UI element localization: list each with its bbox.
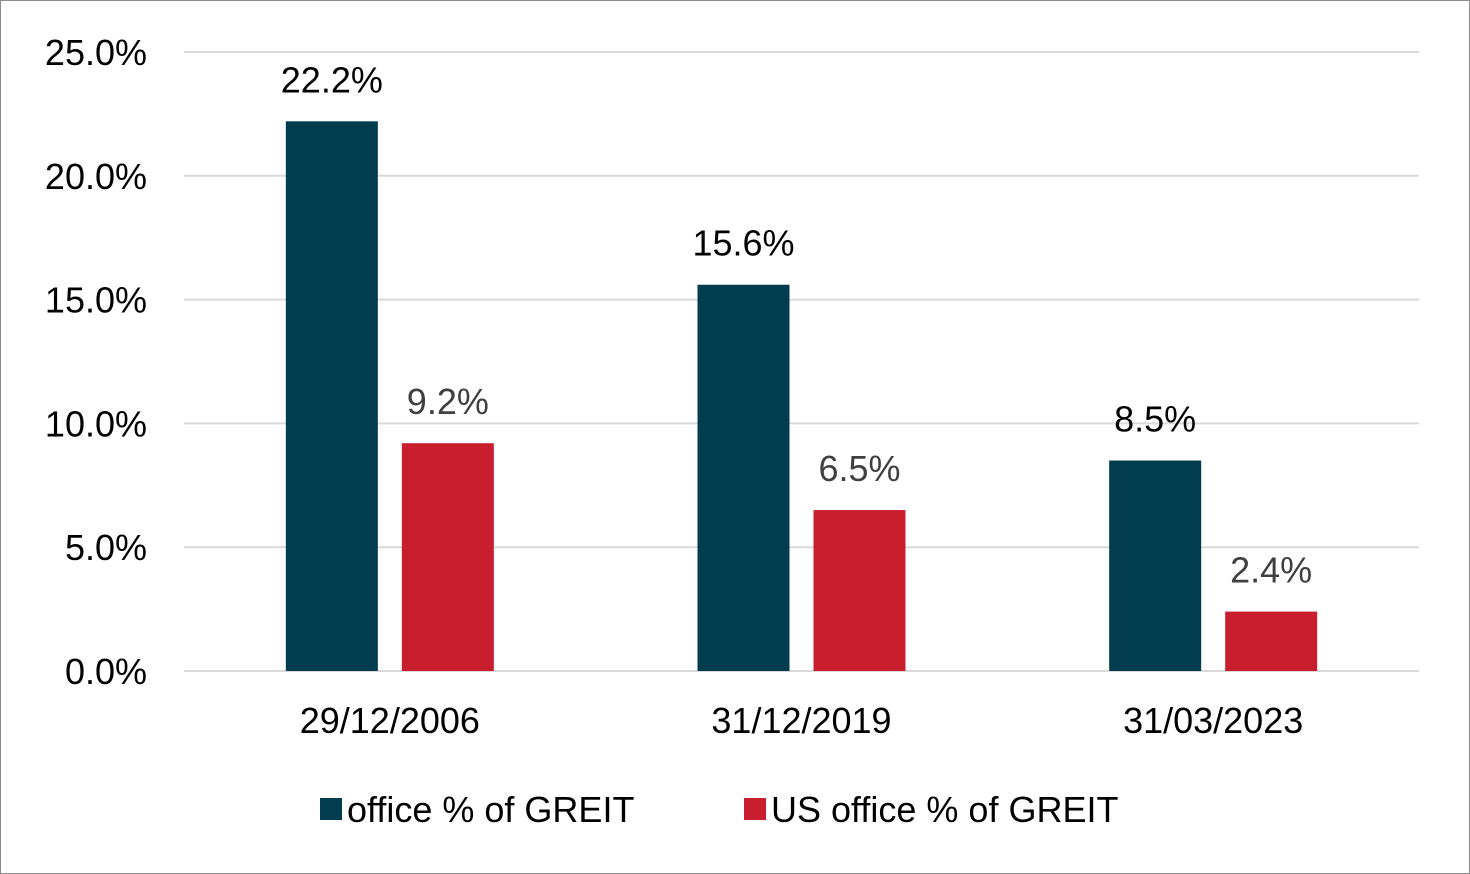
data-label: 9.2% (407, 381, 489, 422)
y-tick-label: 5.0% (65, 527, 147, 568)
bar-us-office (813, 510, 906, 671)
x-category-label: 31/03/2023 (1123, 700, 1303, 741)
bar-office (1109, 460, 1202, 671)
y-tick-label: 20.0% (45, 156, 147, 197)
bar-us-office (401, 443, 494, 671)
gridlines (184, 51, 1419, 672)
data-labels: 22.2% 9.2% 15.6% 6.5% 8.5% 2.4% (281, 59, 1312, 590)
bar-office (697, 284, 790, 671)
y-tick-label: 10.0% (45, 403, 147, 444)
data-label: 8.5% (1114, 399, 1196, 440)
x-axis-category-labels: 29/12/2006 31/12/2019 31/03/2023 (300, 700, 1304, 741)
y-tick-label: 25.0% (45, 32, 147, 73)
y-axis-tick-labels: 0.0% 5.0% 10.0% 15.0% 20.0% 25.0% (45, 32, 147, 692)
data-label: 6.5% (818, 448, 900, 489)
y-tick-label: 15.0% (45, 280, 147, 321)
x-category-label: 31/12/2019 (711, 700, 891, 741)
legend-label: US office % of GREIT (771, 789, 1118, 830)
legend-label: office % of GREIT (347, 789, 634, 830)
bar-us-office (1225, 611, 1318, 671)
x-category-label: 29/12/2006 (300, 700, 480, 741)
legend: office % of GREIT US office % of GREIT (320, 789, 1118, 830)
y-tick-label: 0.0% (65, 651, 147, 692)
bar-office (285, 121, 378, 671)
data-label: 15.6% (692, 223, 794, 264)
bars (285, 121, 1318, 671)
data-label: 2.4% (1230, 550, 1312, 591)
legend-swatch (320, 798, 342, 820)
data-label: 22.2% (281, 59, 383, 100)
legend-swatch (744, 798, 766, 820)
